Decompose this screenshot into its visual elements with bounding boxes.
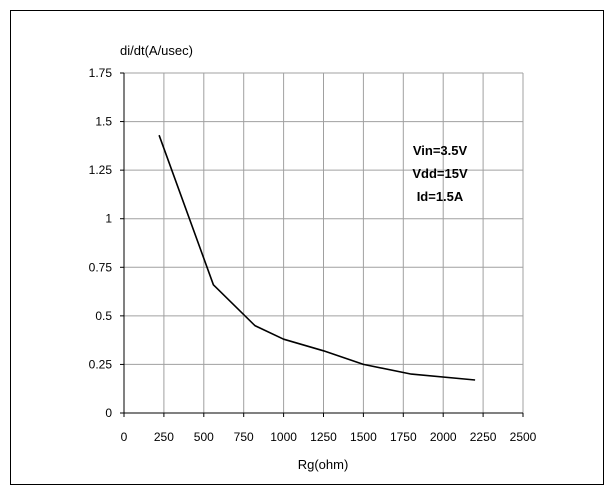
chart-frame xyxy=(10,10,604,485)
axes xyxy=(120,72,524,417)
y-axis-title: di/dt(A/usec) xyxy=(120,43,193,58)
y-tick-label: 0.5 xyxy=(95,309,112,323)
x-tick-label: 500 xyxy=(194,430,214,444)
y-tick-label: 1.25 xyxy=(89,163,113,177)
y-tick-label: 0.25 xyxy=(89,357,113,371)
annotation-vin: Vin=3.5V xyxy=(413,143,468,158)
x-tick-label: 2500 xyxy=(510,430,537,444)
y-tick-label: 1 xyxy=(105,212,112,226)
x-tick-label: 1500 xyxy=(350,430,377,444)
y-tick-label: 0.75 xyxy=(89,260,113,274)
y-tick-label: 0 xyxy=(105,406,112,420)
x-tick-label: 0 xyxy=(121,430,128,444)
x-tick-label: 250 xyxy=(154,430,174,444)
x-tick-label: 1000 xyxy=(270,430,297,444)
series-line xyxy=(158,134,476,381)
series-layer xyxy=(158,134,476,381)
y-tick-label: 1.75 xyxy=(89,66,113,80)
x-tick-label: 2250 xyxy=(470,430,497,444)
y-tick-label: 1.5 xyxy=(95,115,112,129)
x-tick-label: 1250 xyxy=(310,430,337,444)
annotation-vdd: Vdd=15V xyxy=(412,166,468,181)
x-tick-label: 2000 xyxy=(430,430,457,444)
x-axis-title: Rg(ohm) xyxy=(298,457,349,472)
tick-labels: 0 0.25 0.5 0.75 1 1.25 1.5 1.75 0 250 500 750 1000 12… xyxy=(89,66,537,444)
x-tick-label: 1750 xyxy=(390,430,417,444)
x-tick-label: 750 xyxy=(234,430,254,444)
grid xyxy=(124,72,524,413)
annotation-id: Id=1.5A xyxy=(417,189,464,204)
